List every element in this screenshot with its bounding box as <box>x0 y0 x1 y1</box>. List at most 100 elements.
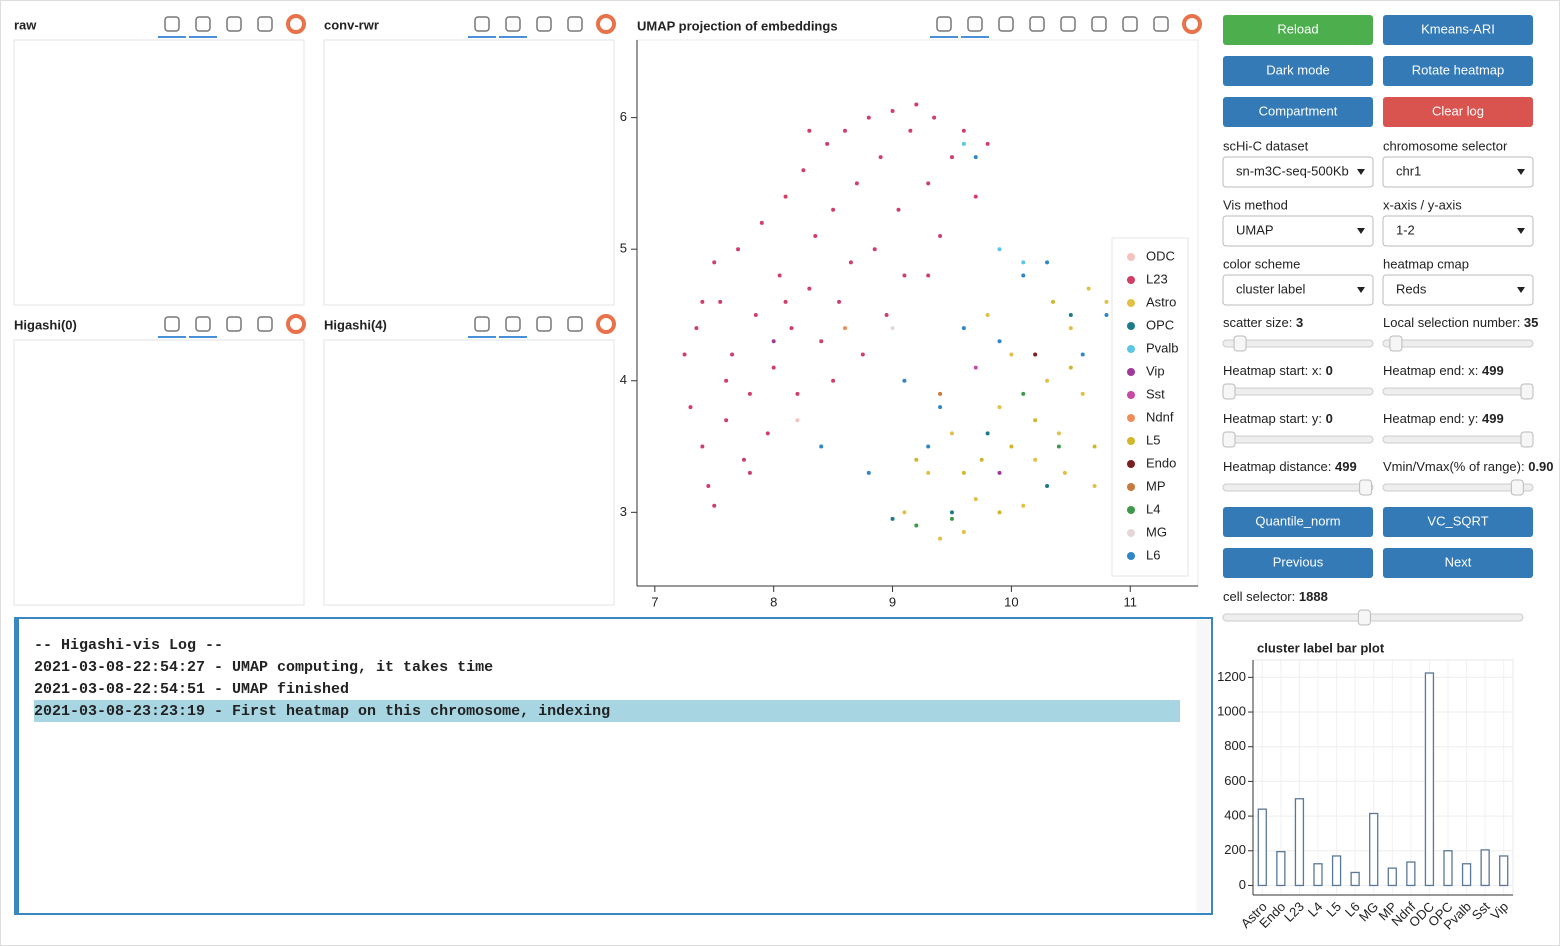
scatter-point <box>831 378 836 383</box>
slider-handle[interactable] <box>1233 335 1247 352</box>
tool-icon[interactable] <box>474 316 490 332</box>
select[interactable] <box>1382 215 1534 247</box>
button[interactable] <box>1383 56 1533 86</box>
scatter-point <box>741 457 746 462</box>
button-label: Previous <box>1273 554 1324 569</box>
y-tick-label: 1200 <box>1217 669 1246 684</box>
tool-icon[interactable] <box>1060 16 1076 32</box>
select-arrow <box>1357 228 1365 234</box>
select[interactable] <box>1222 274 1374 306</box>
slider-handle[interactable] <box>1520 431 1534 448</box>
scatter-point <box>1021 273 1026 278</box>
tool-icon[interactable] <box>505 316 521 332</box>
scatter-point <box>783 194 788 199</box>
tool-icon[interactable] <box>195 316 211 332</box>
tool-icon[interactable] <box>967 16 983 32</box>
scatter-point <box>979 457 984 462</box>
x-tick-label: 11 <box>1124 594 1138 609</box>
tool-icon[interactable] <box>1091 16 1107 32</box>
legend-label: MP <box>1146 478 1166 493</box>
select[interactable] <box>1382 274 1534 306</box>
button[interactable] <box>1383 548 1533 578</box>
button[interactable] <box>1383 507 1533 537</box>
slider-handle[interactable] <box>1357 609 1371 626</box>
scatter-point <box>878 155 883 160</box>
log-line: 2021-03-08-22:54:27 - UMAP computing, it… <box>34 659 493 676</box>
tool-icon[interactable] <box>536 16 552 32</box>
button-label: Rotate heatmap <box>1412 62 1505 77</box>
button[interactable] <box>1383 97 1533 127</box>
slider-value: 35 <box>1524 315 1538 330</box>
slider-track[interactable] <box>1382 387 1534 396</box>
scatter-point <box>688 405 693 410</box>
tool-icon[interactable] <box>567 16 583 32</box>
bokeh-logo <box>286 314 306 334</box>
tool-icon[interactable] <box>257 316 273 332</box>
tool-icon[interactable] <box>226 316 242 332</box>
button[interactable] <box>1223 56 1373 86</box>
slider-track[interactable] <box>1222 613 1524 622</box>
tool-icon[interactable] <box>195 16 211 32</box>
slider-handle[interactable] <box>1222 431 1236 448</box>
tool-icon[interactable] <box>474 16 490 32</box>
slider-track[interactable] <box>1382 339 1534 348</box>
tool-icon[interactable] <box>1153 16 1169 32</box>
slider-handle[interactable] <box>1389 335 1403 352</box>
slider-label-text: Local selection number: <box>1383 315 1524 330</box>
tool-icon[interactable] <box>1122 16 1138 32</box>
slider-track[interactable] <box>1222 483 1374 492</box>
button[interactable] <box>1383 15 1533 45</box>
legend-marker <box>1127 437 1135 445</box>
tool-icon[interactable] <box>257 16 273 32</box>
tool-icon[interactable] <box>536 316 552 332</box>
select-arrow <box>1517 169 1525 175</box>
scatter-point <box>730 352 735 357</box>
tool-icon[interactable] <box>505 16 521 32</box>
x-tick-label: 9 <box>889 594 896 609</box>
slider-handle[interactable] <box>1520 383 1534 400</box>
scatter-point <box>1104 312 1109 317</box>
slider-handle[interactable] <box>1222 383 1236 400</box>
panel-title: Higashi(4) <box>324 317 387 332</box>
tool-icon[interactable] <box>998 16 1014 32</box>
slider-handle[interactable] <box>1359 479 1373 496</box>
bar <box>1443 850 1453 887</box>
button-label: Clear log <box>1432 103 1484 118</box>
button[interactable] <box>1223 507 1373 537</box>
tool-icon[interactable] <box>164 316 180 332</box>
log-edge <box>14 617 19 915</box>
tool-icon[interactable] <box>936 16 952 32</box>
tool-icon[interactable] <box>226 16 242 32</box>
scatter-point <box>1050 299 1055 304</box>
slider-track[interactable] <box>1382 435 1534 444</box>
slider-track[interactable] <box>1222 339 1374 348</box>
scatter-point <box>819 444 824 449</box>
legend-label: Endo <box>1146 455 1176 470</box>
button[interactable] <box>1223 97 1373 127</box>
select[interactable] <box>1222 215 1374 247</box>
slider-track[interactable] <box>1382 483 1534 492</box>
bar <box>1331 855 1342 887</box>
select-arrow <box>1357 287 1365 293</box>
select[interactable] <box>1222 156 1374 188</box>
scatter-point <box>1009 352 1014 357</box>
tool-icon[interactable] <box>1029 16 1045 32</box>
select[interactable] <box>1382 156 1534 188</box>
slider-handle[interactable] <box>1510 479 1524 496</box>
y-tick-label: 600 <box>1224 773 1246 788</box>
scatter-point <box>724 378 729 383</box>
button[interactable] <box>1223 15 1373 45</box>
slider-track[interactable] <box>1222 387 1374 396</box>
tool-icon[interactable] <box>567 316 583 332</box>
button[interactable] <box>1223 548 1373 578</box>
bokeh-logo <box>286 14 306 34</box>
select-label: heatmap cmap <box>1383 256 1469 271</box>
tool-icon[interactable] <box>164 16 180 32</box>
slider-label: Local selection number: 35 <box>1383 315 1538 330</box>
slider-label: Heatmap start: x: 0 <box>1223 363 1333 378</box>
slider-value: 0.90 <box>1528 459 1553 474</box>
slider-track[interactable] <box>1222 435 1374 444</box>
scatter-point <box>1080 352 1085 357</box>
legend-marker <box>1127 552 1135 560</box>
scatter-point <box>813 234 818 239</box>
